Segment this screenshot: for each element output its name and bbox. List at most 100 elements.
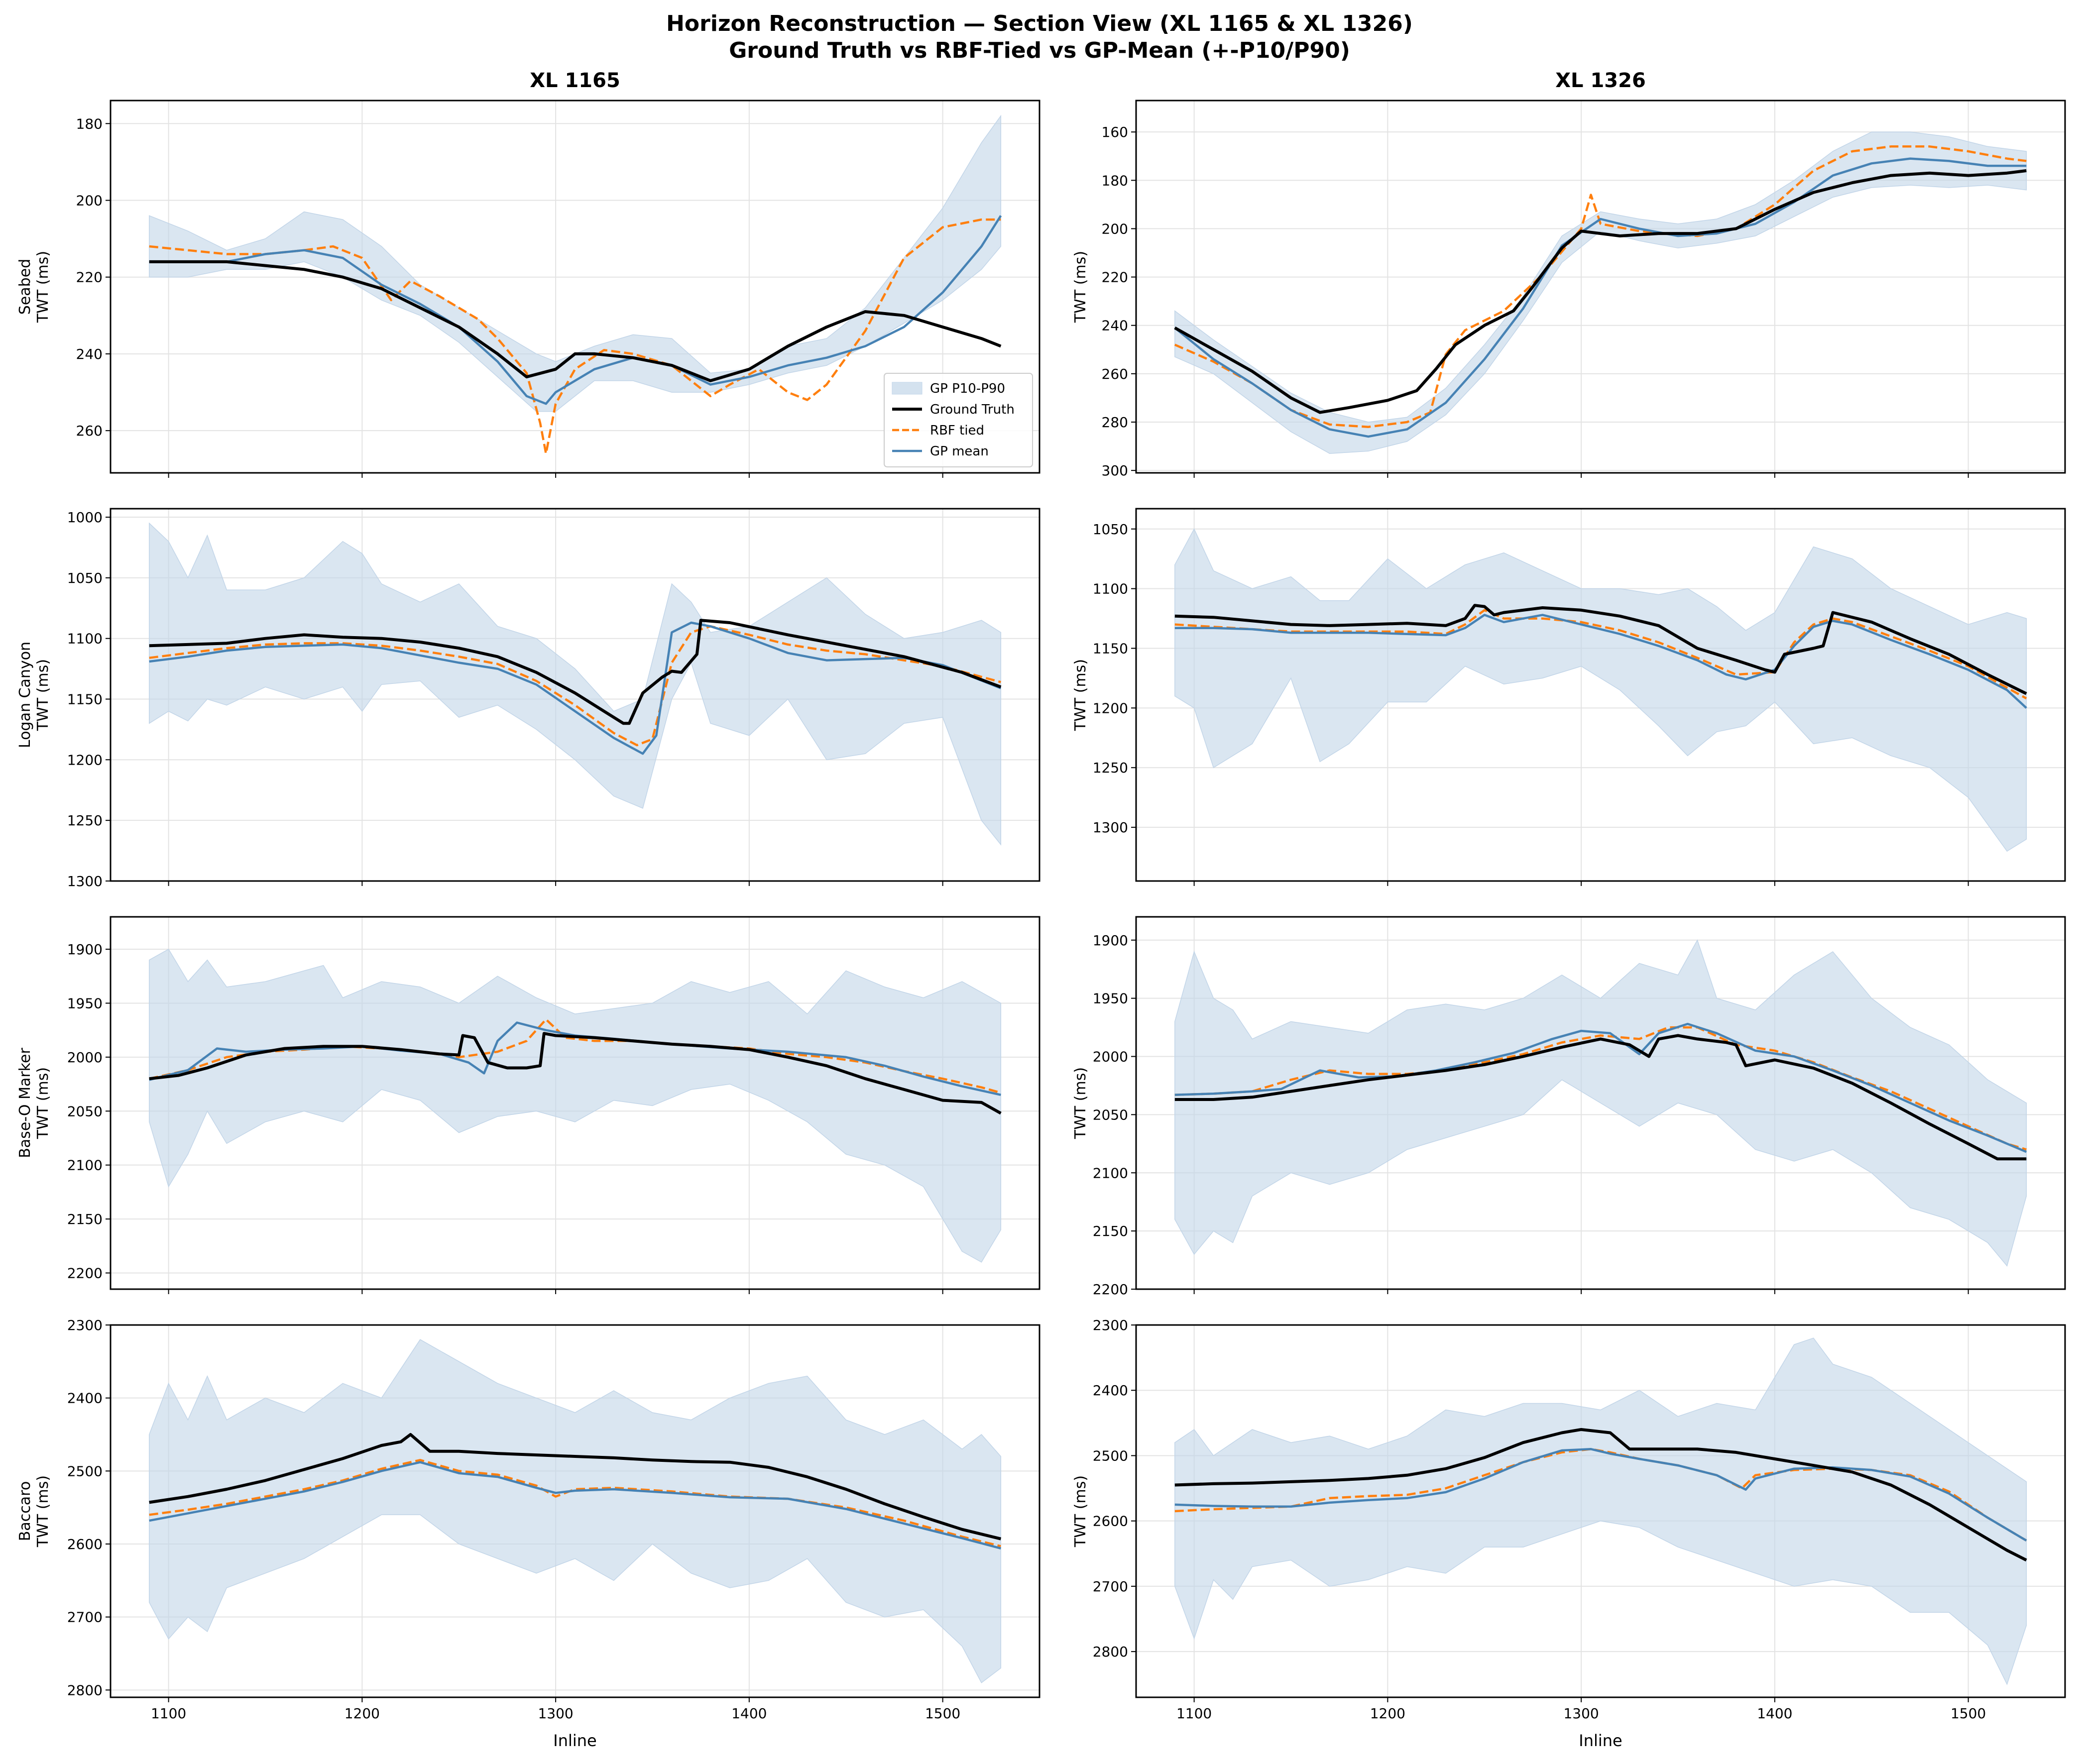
y-tick-label: 2600	[1093, 1513, 1128, 1530]
panel-r3-c0: 2300 2400 2500 2600 2700 2800 1100 1200 1300 1400…	[16, 1317, 1040, 1722]
legend-label-gp-p10-p90: GP P10-P90	[930, 381, 1005, 396]
y-tick-label: 220	[76, 269, 103, 286]
series-line-rbf-tied	[1174, 145, 2027, 428]
y-tick-label: 2700	[1093, 1578, 1128, 1595]
panel-r2-c1: 1900 1950 2000 2050 2100 2150 2200 TWT (ms)	[1072, 916, 2066, 1298]
gp-p10-p90-band	[149, 522, 1002, 846]
y-tick-label: 2400	[67, 1390, 103, 1407]
gp-p10-p90-band	[149, 948, 1002, 1263]
series-line-ground-truth	[149, 1032, 1002, 1115]
y-tick-label: 200	[1102, 220, 1128, 237]
panel-frame	[1135, 100, 2066, 474]
series-line-gp-mean	[149, 621, 1002, 755]
y-tick-label: 2100	[1093, 1165, 1128, 1181]
series-line-rbf-tied	[149, 218, 1001, 455]
x-tick-label: 1500	[925, 1705, 960, 1722]
y-axis-label: TWT (ms)	[1072, 251, 1089, 323]
y-axis-label: TWT (ms)	[1072, 1067, 1089, 1139]
y-axis-label: Baccaro	[16, 1481, 34, 1541]
series-line-ground-truth	[149, 1433, 1002, 1541]
y-axis-label: Seabed	[16, 259, 34, 315]
column-title-xl1165: XL 1165	[530, 69, 620, 92]
y-axis-label: TWT (ms)	[34, 1067, 52, 1139]
column-title-xl1326: XL 1326	[1555, 69, 1646, 92]
y-tick-label: 260	[76, 423, 103, 439]
y-tick-label: 2300	[1093, 1317, 1128, 1333]
y-tick-label: 1300	[1093, 819, 1128, 836]
series-line-gp-mean	[149, 1461, 1001, 1549]
series-line-gp-mean	[149, 215, 1002, 405]
y-tick-label: 240	[1102, 318, 1128, 334]
y-tick-label: 1900	[67, 941, 103, 958]
legend-label-ground-truth: Ground Truth	[930, 402, 1015, 417]
series-line-gp-mean	[1174, 1448, 2027, 1542]
y-tick-label: 1100	[1093, 581, 1128, 597]
series-line-rbf-tied	[149, 625, 1001, 747]
y-axis-label: TWT (ms)	[34, 1475, 52, 1547]
y-tick-label: 2050	[1093, 1106, 1128, 1123]
gp-p10-p90-band	[1174, 528, 2027, 852]
gp-p10-p90-band	[149, 1339, 1002, 1683]
series-line-gp-mean	[1174, 157, 2027, 438]
y-axis-label: TWT (ms)	[1072, 1475, 1089, 1547]
legend-swatch-band	[892, 382, 923, 395]
panel-r0-c1: 160 180 200 220 240 260 280 300 TWT (ms)	[1072, 100, 2066, 479]
y-tick-label: 1900	[1093, 932, 1128, 949]
y-tick-label: 300	[1102, 462, 1128, 479]
y-tick-label: 2600	[67, 1536, 103, 1552]
y-tick-label: 1000	[67, 509, 103, 526]
panel-frame	[110, 1324, 1040, 1698]
x-tick-label: 1200	[1370, 1705, 1405, 1722]
y-axis-label: Base-O Marker	[16, 1048, 34, 1158]
y-tick-label: 2000	[67, 1049, 103, 1066]
y-tick-label: 2800	[67, 1682, 103, 1698]
xlabel-right: Inline	[1579, 1731, 1622, 1750]
y-tick-label: 260	[1102, 366, 1128, 382]
x-tick-label: 1400	[1757, 1705, 1792, 1722]
x-tick-label: 1400	[731, 1705, 767, 1722]
panel-frame	[110, 508, 1040, 882]
panel-r3-c1: 2300 2400 2500 2600 2700 2800 1100 1200 1300 1400…	[1072, 1317, 2066, 1722]
y-tick-label: 240	[76, 346, 103, 362]
y-axis-label: TWT (ms)	[34, 659, 52, 731]
x-tick-label: 1200	[345, 1705, 380, 1722]
y-tick-label: 2150	[1093, 1223, 1128, 1239]
y-tick-label: 2200	[1093, 1281, 1128, 1298]
x-tick-label: 1300	[538, 1705, 573, 1722]
legend-label-gp-mean: GP mean	[930, 444, 989, 459]
y-tick-label: 200	[76, 192, 103, 209]
y-tick-label: 2150	[67, 1211, 103, 1227]
y-tick-label: 2050	[67, 1103, 103, 1119]
y-tick-label: 1050	[67, 570, 103, 586]
y-tick-label: 2500	[67, 1463, 103, 1479]
y-tick-label: 180	[1102, 172, 1128, 189]
figure-title-line2: Ground Truth vs RBF-Tied vs GP-Mean (+-P…	[729, 38, 1350, 63]
y-tick-label: 2300	[67, 1317, 103, 1333]
y-tick-label: 1100	[67, 631, 103, 647]
y-axis-label: Logan Canyon	[16, 642, 34, 748]
series-line-ground-truth	[1174, 1428, 2027, 1562]
panel-frame	[1135, 1324, 2066, 1698]
x-tick-label: 1100	[1176, 1705, 1212, 1722]
y-tick-label: 220	[1102, 269, 1128, 286]
panel-frame	[1135, 508, 2066, 882]
series-line-rbf-tied	[1174, 609, 2027, 700]
series-line-ground-truth	[1174, 604, 2027, 695]
xlabel-left: Inline	[553, 1731, 596, 1750]
panel-r1-c0: 1000 1050 1100 1150 1200 1250 1300 Logan Canyon…	[16, 508, 1040, 889]
y-tick-label: 2100	[67, 1157, 103, 1174]
y-axis-label: TWT (ms)	[34, 251, 52, 323]
legend: GP P10-P90 Ground Truth RBF tied GP mean	[884, 373, 1033, 467]
y-tick-label: 1250	[67, 812, 103, 829]
x-tick-label: 1300	[1563, 1705, 1599, 1722]
y-tick-label: 2700	[67, 1609, 103, 1626]
y-axis-label: TWT (ms)	[1072, 659, 1089, 731]
series-line-gp-mean	[1174, 1022, 2027, 1153]
y-tick-label: 1150	[1093, 641, 1128, 657]
y-tick-label: 1200	[1093, 700, 1128, 716]
y-tick-label: 1050	[1093, 521, 1128, 538]
y-tick-label: 1300	[67, 873, 103, 889]
x-tick-label: 1100	[151, 1705, 186, 1722]
